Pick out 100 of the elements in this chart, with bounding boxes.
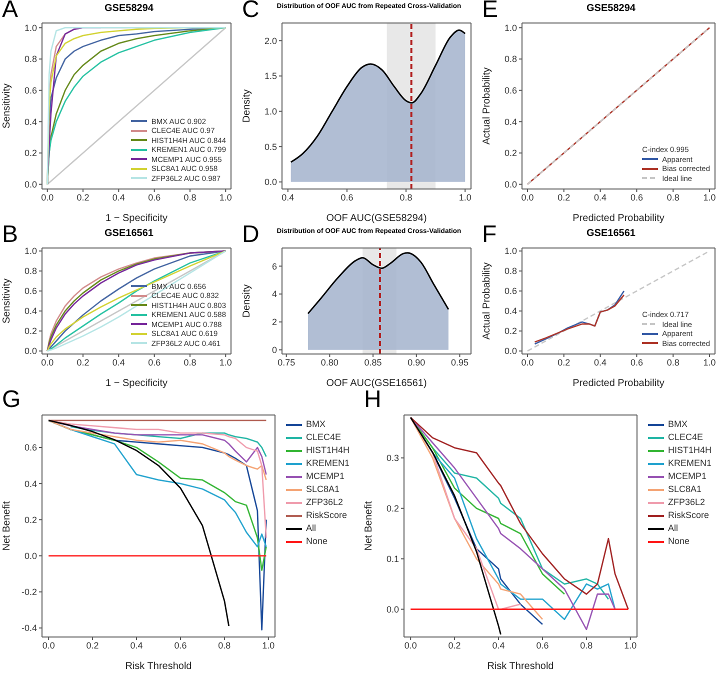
x-tick-label: 0.8	[666, 192, 680, 202]
y-tick-label: 0.0	[504, 346, 517, 356]
legend-label: RiskScore	[668, 509, 710, 522]
y-tick-label: 6	[272, 261, 277, 272]
y-tick-label: 0.0	[24, 550, 37, 561]
y-tick-label: 0.4	[504, 306, 517, 316]
y-tick-label: 0.2	[386, 504, 399, 514]
y-tick-label: -0.4	[21, 623, 37, 634]
x-tick-label: 0.6	[148, 357, 161, 368]
y-tick-label: 0.3	[386, 453, 399, 464]
y-axis-title: Actual Probability	[482, 67, 493, 145]
x-tick-label: 0.2	[86, 640, 99, 650]
chart-title: GSE16561	[586, 228, 636, 239]
y-tick-label: 0.8	[24, 266, 37, 276]
y-tick-label: 0.0	[24, 179, 37, 190]
x-tick-label: 1.0	[219, 192, 232, 202]
x-tick-label: 0.8	[218, 640, 231, 650]
x-tick-label: 0.90	[408, 357, 426, 368]
x-tick-label: 0.0	[404, 640, 417, 650]
legend-label: KREMEN1	[306, 457, 350, 470]
legend-label: MCEMP1	[668, 470, 707, 483]
x-tick-label: 0.80	[320, 357, 338, 368]
x-axis-title: 1 − Specificity	[106, 213, 168, 224]
x-axis-title: OOF AUC(GSE16561)	[326, 378, 427, 389]
x-tick-label: 0.4	[112, 192, 125, 202]
x-tick-label: 1.0	[703, 192, 716, 202]
x-tick-label: 0.8	[184, 357, 196, 368]
text: G	[2, 386, 21, 414]
x-axis-title: 1 − Specificity	[106, 378, 168, 389]
y-tick-label: 0.2	[504, 148, 517, 158]
x-tick-label: 0.6	[630, 192, 643, 202]
y-tick-label: 0.4	[504, 116, 517, 127]
x-tick-label: 0.8	[184, 192, 196, 202]
legend-label: CLEC4E	[668, 431, 704, 444]
y-axis-title: Density	[242, 284, 253, 318]
x-tick-label: 0.0	[41, 357, 54, 368]
x-tick-label: 0.95	[450, 357, 468, 368]
y-tick-label: 1.0	[264, 106, 277, 116]
x-tick-label: 0.0	[41, 192, 54, 202]
chart-title: GSE16561	[104, 228, 154, 239]
legend-label: BMX	[668, 418, 688, 431]
text: C	[242, 0, 260, 24]
legend-label: SLC8A1	[306, 483, 340, 496]
y-tick-label: 0.1	[386, 554, 399, 564]
y-tick-label: 1.0	[504, 22, 517, 33]
x-tick-label: 0.0	[521, 357, 534, 368]
x-axis-title: Predicted Probability	[572, 213, 664, 224]
y-tick-label: 0.0	[386, 604, 399, 614]
y-axis-title: Actual Probability	[482, 262, 493, 340]
x-tick-label: 0.4	[492, 640, 505, 650]
legend-label: SLC8A1	[668, 483, 702, 496]
y-tick-label: 0.6	[24, 286, 37, 296]
text: A	[2, 0, 18, 24]
y-tick-label: -0.2	[21, 587, 37, 598]
x-tick-label: 0.2	[558, 192, 570, 202]
y-tick-label: 2.0	[264, 36, 277, 46]
x-tick-label: 0.4	[282, 192, 294, 202]
legend-label: CLEC4E	[306, 431, 342, 444]
legend-label: None	[668, 535, 690, 548]
chart-title: GSE58294	[586, 3, 636, 14]
x-tick-label: 0.8	[400, 192, 412, 202]
legend-label: MCEMP1	[306, 470, 345, 483]
x-axis-title: Risk Threshold	[487, 661, 554, 672]
x-tick-label: 1.0	[703, 357, 716, 368]
y-axis-title: Density	[242, 89, 253, 123]
x-tick-label: 0.6	[148, 192, 161, 202]
x-tick-label: 0.2	[448, 640, 461, 650]
y-tick-label: 2	[272, 317, 277, 328]
x-tick-label: 1.0	[458, 192, 472, 202]
x-tick-label: 0.2	[76, 357, 90, 368]
y-tick-label: 0.8	[504, 54, 517, 64]
legend-label: None	[306, 535, 328, 548]
x-tick-label: 1.0	[624, 640, 637, 650]
x-tick-label: 0.0	[42, 640, 55, 650]
x-tick-label: 0.6	[174, 640, 187, 650]
y-tick-label: 0.6	[504, 286, 517, 296]
y-tick-label: 0.4	[24, 306, 37, 316]
y-tick-label: 0.5	[264, 142, 277, 152]
legend-label: ZFP36L2	[306, 496, 344, 509]
x-tick-label: 0.4	[594, 192, 607, 202]
x-tick-label: 1.0	[219, 357, 232, 368]
y-tick-label: 0.6	[24, 442, 37, 453]
x-tick-label: 0.8	[580, 640, 593, 650]
y-tick-label: 0.8	[24, 54, 37, 64]
y-axis-title: Sensitivity	[2, 83, 13, 129]
y-axis-title: Net Benefit	[2, 501, 13, 551]
y-tick-label: 0.2	[504, 326, 517, 336]
legend-label: ZFP36L2	[668, 496, 706, 509]
x-tick-label: 0.75	[278, 357, 296, 368]
y-tick-label: 1.0	[24, 22, 37, 33]
x-axis-title: Risk Threshold	[125, 661, 192, 672]
x-axis-title: OOF AUC(GSE58294)	[326, 213, 427, 224]
y-tick-label: 1.5	[264, 71, 277, 82]
x-tick-label: 0.0	[521, 192, 534, 202]
chart-title: GSE58294	[104, 3, 154, 14]
x-tick-label: 0.4	[130, 640, 143, 650]
x-tick-label: 0.85	[364, 357, 382, 368]
y-tick-label: 0.4	[24, 478, 37, 489]
legend-label: All	[306, 522, 316, 535]
x-tick-label: 0.8	[666, 357, 680, 368]
